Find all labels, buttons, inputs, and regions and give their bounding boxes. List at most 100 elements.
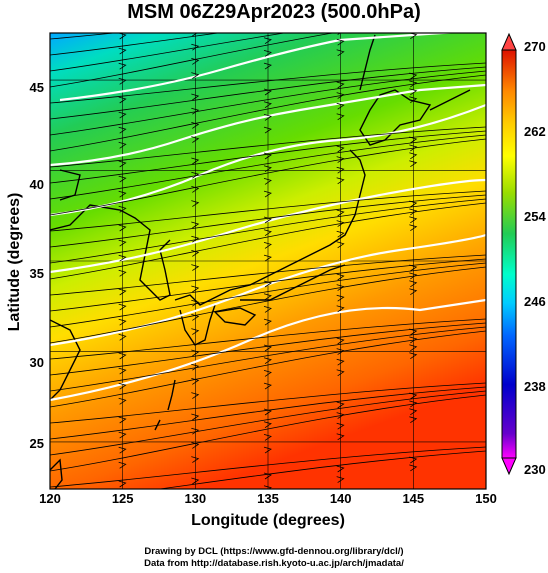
- streamline-arrow: [191, 456, 200, 463]
- streamline-arrow: [263, 88, 272, 96]
- streamline-arrow: [263, 178, 272, 185]
- x-tick: 120: [39, 491, 61, 506]
- streamline-arrow: [118, 33, 127, 40]
- streamline-arrow: [409, 25, 416, 31]
- streamline: [50, 446, 486, 488]
- streamline-arrow: [263, 382, 272, 390]
- streamline-arrow: [409, 17, 416, 23]
- streamline-arrow: [118, 47, 127, 55]
- streamline-arrow: [118, 126, 127, 134]
- streamline-arrow: [263, 229, 272, 237]
- contour-lines: [50, 33, 486, 402]
- colorbar-tick: 254: [524, 209, 546, 224]
- streamline-arrow: [118, 303, 127, 311]
- streamline-arrow: [118, 461, 127, 469]
- streamline-arrow: [263, 370, 272, 377]
- streamline-arrow: [263, 318, 272, 326]
- colorbar-body: [501, 49, 517, 459]
- streamline-arrow: [263, 37, 272, 45]
- streamline-arrow: [118, 480, 127, 488]
- colorbar-tick: 270: [524, 39, 546, 54]
- streamline-arrow: [409, 416, 418, 424]
- streamlines: [50, 17, 486, 489]
- streamline-arrow: [409, 152, 418, 160]
- streamline: [50, 386, 486, 440]
- y-tick: 30: [29, 355, 44, 370]
- streamline: [50, 262, 486, 328]
- colorbar-tick: 238: [524, 379, 546, 394]
- streamline-arrow: [191, 186, 200, 193]
- streamline-arrow: [118, 367, 127, 375]
- chart-title: MSM 06Z29Apr2023 (500.0hPa): [127, 1, 421, 23]
- streamline: [50, 394, 486, 472]
- streamline: [50, 330, 486, 408]
- streamline-arrow: [263, 165, 272, 173]
- streamline-arrow: [191, 477, 200, 485]
- streamline-arrow: [263, 254, 272, 262]
- streamline: [50, 66, 486, 120]
- streamline: [50, 33, 335, 88]
- streamline-arrow: [336, 209, 345, 217]
- streamline-arrow: [191, 221, 200, 229]
- streamline-arrow: [191, 413, 200, 421]
- streamline-arrow: [336, 412, 345, 419]
- streamline-arrow: [264, 25, 271, 31]
- streamline-arrow: [118, 352, 127, 360]
- streamline-arrow: [191, 378, 200, 385]
- streamline-arrow: [409, 464, 418, 472]
- streamline-arrow: [191, 264, 200, 271]
- streamline-arrow: [336, 145, 345, 153]
- colorbar-tick: 230: [524, 462, 546, 477]
- streamline-arrow: [336, 465, 345, 473]
- streamline-arrow: [191, 285, 200, 293]
- streamline-arrow: [337, 18, 344, 24]
- streamline-arrow: [118, 254, 127, 262]
- streamline-arrow: [263, 50, 272, 57]
- streamline-arrow: [118, 224, 127, 232]
- streamline-arrow: [336, 220, 345, 227]
- streamline-arrow: [336, 241, 345, 249]
- streamline-arrow: [191, 314, 200, 321]
- streamline-arrow: [118, 382, 127, 390]
- streamline-arrow: [118, 269, 127, 277]
- x-tick: 135: [257, 491, 279, 506]
- streamline-arrow: [191, 107, 200, 115]
- streamline-arrow: [263, 357, 272, 365]
- streamline: [50, 130, 486, 184]
- streamline-arrow: [263, 216, 272, 224]
- x-tick: 145: [402, 491, 425, 506]
- streamline: [50, 318, 486, 360]
- streamline-arrow: [336, 433, 345, 441]
- colorbar-tick: 262: [524, 124, 546, 139]
- streamline-arrow: [191, 250, 200, 257]
- streamline-arrow: [409, 144, 418, 152]
- streamline-arrow: [118, 333, 127, 341]
- streamline-arrow: [191, 363, 200, 371]
- streamline-arrow: [263, 101, 272, 109]
- streamline: [50, 202, 486, 280]
- streamline-arrow: [191, 122, 200, 129]
- x-axis-label: Longitude (degrees): [191, 512, 345, 529]
- y-axis-label: Latitude (degrees): [6, 192, 23, 332]
- streamline-arrow: [409, 272, 418, 280]
- streamline-arrow: [263, 446, 272, 454]
- streamline: [50, 70, 486, 136]
- streamline-arrow: [263, 126, 272, 134]
- streamline-arrow: [118, 446, 127, 454]
- streamline-arrow: [409, 224, 418, 232]
- streamline-arrow: [191, 200, 200, 207]
- streamline-arrow: [263, 408, 272, 416]
- streamline-arrow: [409, 408, 418, 416]
- streamline-arrow: [336, 102, 345, 110]
- streamline-arrow: [263, 114, 272, 121]
- streamline-arrow: [336, 230, 345, 238]
- streamline-arrow: [336, 92, 345, 99]
- streamline-arrow: [118, 160, 127, 168]
- streamline-arrow: [336, 476, 345, 483]
- streamline: [50, 74, 486, 152]
- streamline-arrow: [409, 352, 418, 360]
- streamline-arrow: [409, 288, 418, 296]
- streamline: [50, 198, 486, 264]
- streamline: [50, 190, 486, 232]
- streamline-arrow: [118, 416, 127, 424]
